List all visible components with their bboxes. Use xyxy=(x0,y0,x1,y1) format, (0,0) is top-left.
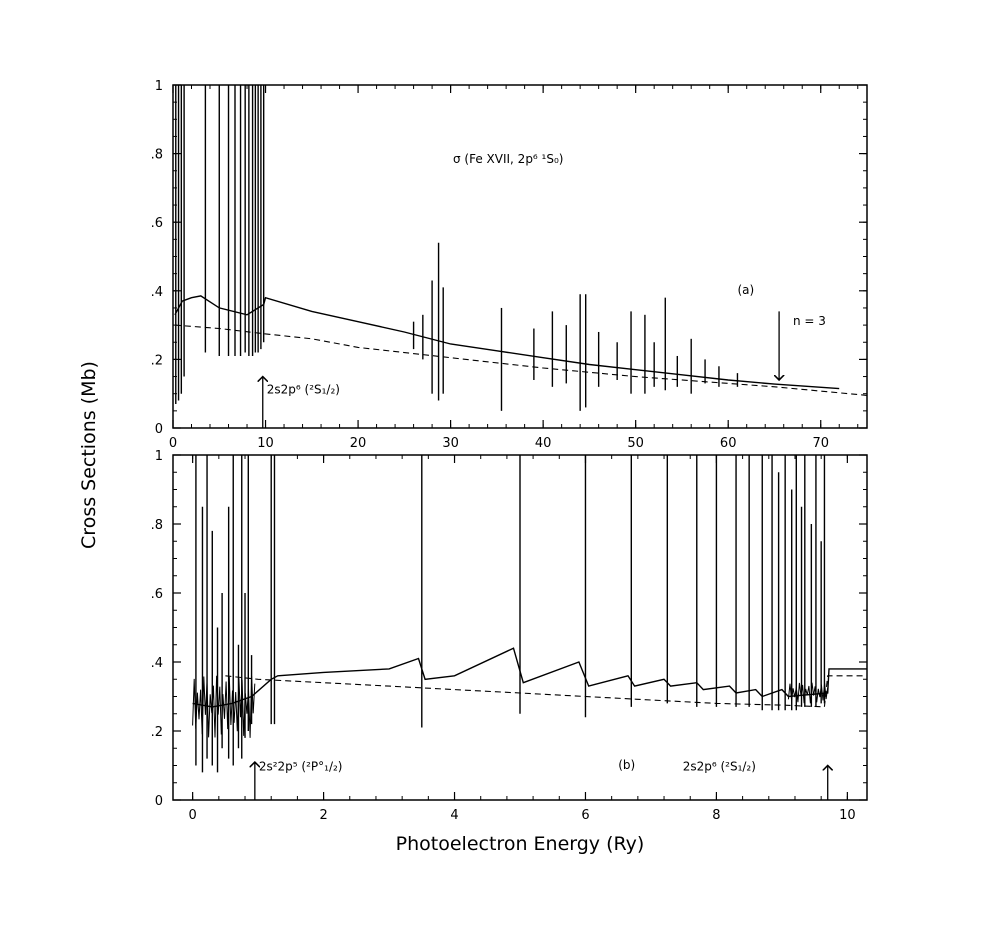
y-tick-label: 1 xyxy=(155,79,163,94)
panel-b-spikes xyxy=(195,455,826,773)
x-tick-label: 0 xyxy=(169,436,177,451)
x-tick-label: 60 xyxy=(720,436,737,451)
annotation-label: (b) xyxy=(618,758,635,772)
x-axis-title: Photoelectron Energy (Ry) xyxy=(396,833,645,855)
y-tick-label: 1 xyxy=(155,449,163,464)
y-tick-label: 0 xyxy=(155,422,163,437)
x-tick-label: 4 xyxy=(450,808,458,823)
panel-b-series xyxy=(192,647,867,708)
x-tick-label: 10 xyxy=(839,808,856,823)
y-tick-label: .2 xyxy=(151,725,163,740)
y-tick-label: .6 xyxy=(151,587,163,602)
arrow-label: 2s2p⁶ (²S₁/₂) xyxy=(683,760,756,774)
y-tick-label: .4 xyxy=(151,285,163,300)
x-tick-label: 2 xyxy=(319,808,327,823)
x-tick-label: 30 xyxy=(442,436,459,451)
y-tick-label: .8 xyxy=(151,518,163,533)
annotation-label: n = 3 xyxy=(793,314,826,328)
y-tick-label: .8 xyxy=(151,148,163,163)
x-tick-label: 6 xyxy=(581,808,589,823)
y-tick-label: .2 xyxy=(151,353,163,368)
solid-series-line xyxy=(192,647,867,708)
panel-a-spikes xyxy=(175,85,739,411)
dashed-series-line xyxy=(225,675,867,708)
arrow-label: 2s2p⁶ (²S₁/₂) xyxy=(267,383,340,397)
panel-b-annotations: (b) 2s²2p⁵ (²P°₁/₂) 2s2p⁶ (²S₁/₂) xyxy=(255,758,828,800)
y-axis-title: Cross Sections (Mb) xyxy=(78,361,100,549)
x-tick-label: 8 xyxy=(712,808,720,823)
panel-a-ticks: 0 10 20 30 40 50 60 70 0 .2 .4 .6 .8 1 xyxy=(151,79,867,451)
panel-b-ticks: 0 2 4 6 8 10 0 .2 .4 .6 .8 1 xyxy=(151,449,867,823)
panel-a-title: σ (Fe XVII, 2p⁶ ¹S₀) xyxy=(453,152,563,166)
x-tick-label: 70 xyxy=(812,436,829,451)
panel-a: 0 10 20 30 40 50 60 70 0 .2 .4 .6 .8 1 (a) n = 3 2s2p⁶ … xyxy=(151,79,868,451)
x-tick-label: 40 xyxy=(535,436,552,451)
y-tick-label: 0 xyxy=(155,794,163,809)
x-tick-label: 10 xyxy=(257,436,274,451)
y-tick-label: .4 xyxy=(151,656,163,671)
y-tick-label: .6 xyxy=(151,216,163,231)
solid-series-line xyxy=(174,295,840,390)
panel-b: 0 2 4 6 8 10 0 .2 .4 .6 .8 1 (b) 2s²2p⁵ (²P°₁/₂) 2s2p… xyxy=(151,449,868,823)
panel-b-noise xyxy=(192,675,829,738)
x-tick-label: 50 xyxy=(627,436,644,451)
panel-a-annotations: (a) n = 3 2s2p⁶ (²S₁/₂) xyxy=(263,283,826,428)
x-tick-label: 0 xyxy=(189,808,197,823)
arrow-label: 2s²2p⁵ (²P°₁/₂) xyxy=(259,760,343,774)
annotation-label: (a) xyxy=(737,283,754,297)
panel-a-series xyxy=(174,295,868,396)
panel-a-frame xyxy=(172,84,868,429)
x-tick-label: 20 xyxy=(350,436,367,451)
